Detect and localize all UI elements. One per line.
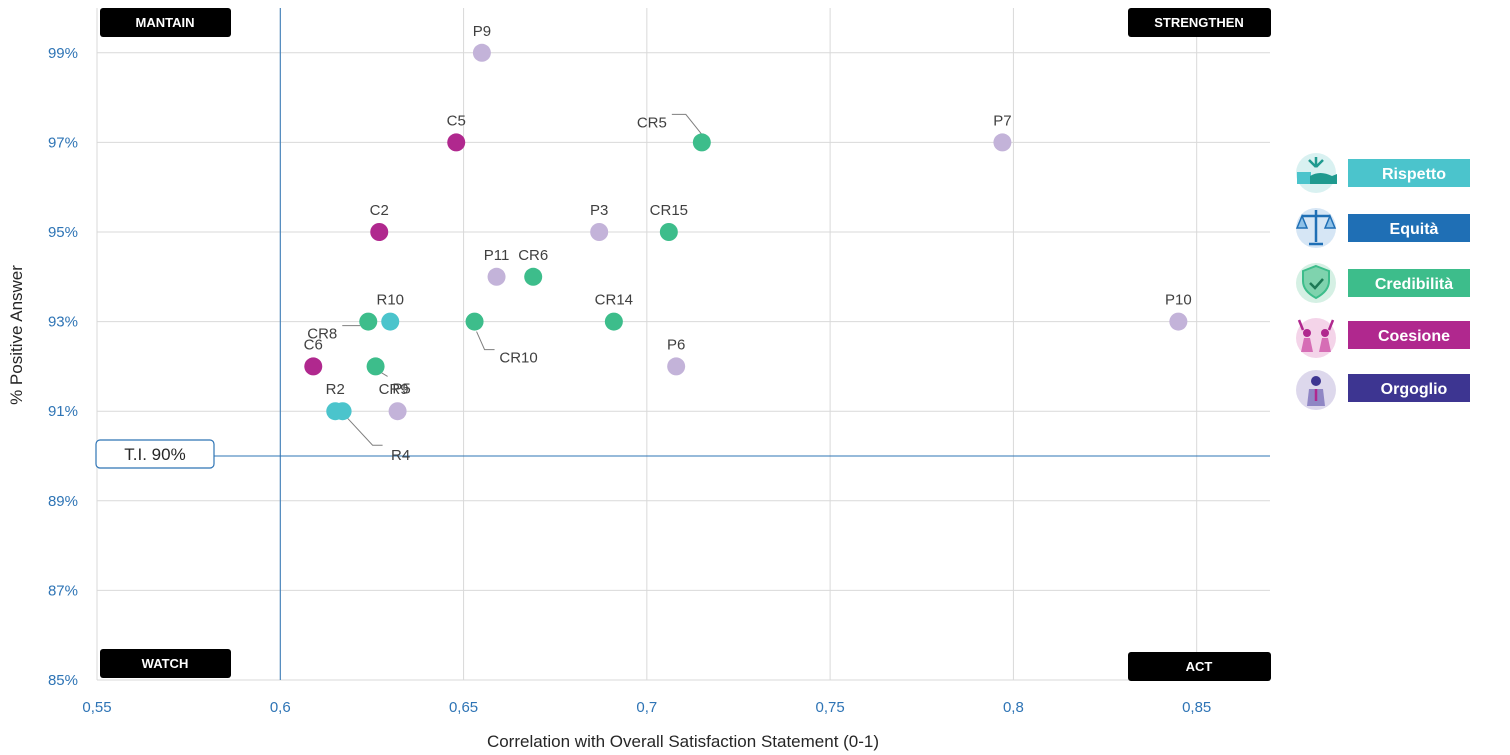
x-axis-ticks: 0,55 0,6 0,65 0,7 0,75 0,8 0,85 xyxy=(82,699,1211,716)
point-label-c6: C6 xyxy=(304,336,323,353)
y-axis-title: % Positive Answer xyxy=(7,265,26,405)
leader-line-cr10 xyxy=(476,331,495,351)
x-tick-label: 0,6 xyxy=(270,699,291,716)
quadrant-top-right: STRENGTHEN xyxy=(1128,8,1271,37)
data-point-r4 xyxy=(333,402,352,421)
point-label-cr8: CR8 xyxy=(307,326,337,343)
legend-item-equita: Equità xyxy=(1295,208,1470,248)
threshold-label: T.I. 90% xyxy=(95,439,215,469)
data-point-p10 xyxy=(1169,312,1188,331)
point-label-c2: C2 xyxy=(370,202,389,219)
data-point-cr15 xyxy=(659,223,678,241)
point-label-cr6: CR6 xyxy=(518,247,548,264)
leader-line-r4 xyxy=(346,416,383,446)
y-axis-ticks: 85% 87% 89% 91% 93% 95% 97% 99% xyxy=(48,45,78,689)
y-tick-label: 89% xyxy=(48,493,78,510)
legend: Rispetto Equità Credibilità xyxy=(1295,153,1470,410)
x-tick-label: 0,75 xyxy=(816,699,845,716)
legend-label-orgoglio: Orgoglio xyxy=(1381,381,1448,398)
point-label-p10: P10 xyxy=(1165,292,1192,309)
scales-icon xyxy=(1295,208,1337,248)
x-tick-label: 0,8 xyxy=(1003,699,1024,716)
data-points xyxy=(304,43,1188,421)
x-tick-label: 0,65 xyxy=(449,699,478,716)
legend-label-credibilita: Credibilità xyxy=(1375,276,1453,293)
y-tick-label: 95% xyxy=(48,224,78,241)
point-label-p9: P9 xyxy=(473,23,491,40)
data-point-c6 xyxy=(304,357,323,376)
point-label-cr14: CR14 xyxy=(595,292,633,309)
data-point-cr5 xyxy=(692,133,711,152)
data-point-cr6 xyxy=(524,267,543,286)
y-tick-label: 91% xyxy=(48,403,78,420)
data-point-c2 xyxy=(370,223,389,241)
data-point-p9 xyxy=(472,43,491,62)
quadrant-bottom-left-label: WATCH xyxy=(142,656,189,671)
point-label-cr5: CR5 xyxy=(637,114,667,131)
data-point-p3 xyxy=(590,223,609,241)
quadrant-top-right-label: STRENGTHEN xyxy=(1154,15,1244,30)
point-label-r2: R2 xyxy=(326,381,345,398)
quadrant-bottom-right: ACT xyxy=(1128,652,1271,681)
threshold-label-text: T.I. 90% xyxy=(124,445,185,464)
leader-line-cr5 xyxy=(671,113,703,135)
shield-check-icon xyxy=(1296,263,1336,303)
data-point-cr9 xyxy=(388,402,407,421)
point-labels: P9 C5 CR5 P7 C2 P3 CR15 P11 CR6 R10 CR8 CR10 CR14 P10… xyxy=(304,23,1192,464)
legend-item-orgoglio: Orgoglio xyxy=(1296,370,1470,410)
data-point-cr8 xyxy=(359,312,378,331)
data-point-p11 xyxy=(487,267,506,286)
data-point-c5 xyxy=(447,133,466,152)
x-tick-label: 0,7 xyxy=(636,699,657,716)
point-label-p11: P11 xyxy=(484,247,510,264)
point-label-cr10: CR10 xyxy=(499,350,537,367)
y-tick-label: 87% xyxy=(48,582,78,599)
legend-label-rispetto: Rispetto xyxy=(1382,166,1446,183)
legend-label-coesione: Coesione xyxy=(1378,328,1450,345)
quadrant-top-left-label: MANTAIN xyxy=(136,15,195,30)
legend-label-equita: Equità xyxy=(1390,221,1439,238)
data-point-cr14 xyxy=(604,312,623,331)
data-point-p6 xyxy=(667,357,686,376)
x-axis-title: Correlation with Overall Satisfaction St… xyxy=(487,732,879,751)
y-tick-label: 85% xyxy=(48,672,78,689)
y-tick-label: 99% xyxy=(48,45,78,62)
point-label-r4: R4 xyxy=(391,447,410,464)
y-tick-label: 93% xyxy=(48,314,78,331)
data-point-p7 xyxy=(993,133,1012,152)
legend-item-credibilita: Credibilità xyxy=(1296,263,1470,303)
quadrant-bottom-right-label: ACT xyxy=(1186,659,1213,674)
y-tick-label: 97% xyxy=(48,134,78,151)
x-tick-label: 0,85 xyxy=(1182,699,1211,716)
data-point-p5 xyxy=(366,357,385,376)
point-label-cr9: CR9 xyxy=(379,381,409,398)
point-label-p3: P3 xyxy=(590,202,608,219)
quadrant-bottom-left: WATCH xyxy=(100,649,231,678)
data-point-cr10 xyxy=(465,312,484,331)
people-celebrate-icon xyxy=(1296,318,1336,358)
reference-lines xyxy=(214,8,1270,680)
legend-item-coesione: Coesione xyxy=(1296,318,1470,358)
data-point-r10 xyxy=(381,312,400,331)
person-icon xyxy=(1296,370,1336,410)
point-label-p7: P7 xyxy=(993,112,1011,129)
point-label-cr15: CR15 xyxy=(650,202,688,219)
point-label-c5: C5 xyxy=(447,112,466,129)
point-label-p5: P5 xyxy=(392,380,410,397)
point-label-r10: R10 xyxy=(376,292,404,309)
legend-item-rispetto: Rispetto xyxy=(1296,153,1470,193)
point-label-p6: P6 xyxy=(667,336,685,353)
x-tick-label: 0,55 xyxy=(82,699,111,716)
hands-plant-icon xyxy=(1296,153,1337,193)
quadrant-top-left: MANTAIN xyxy=(100,8,231,37)
